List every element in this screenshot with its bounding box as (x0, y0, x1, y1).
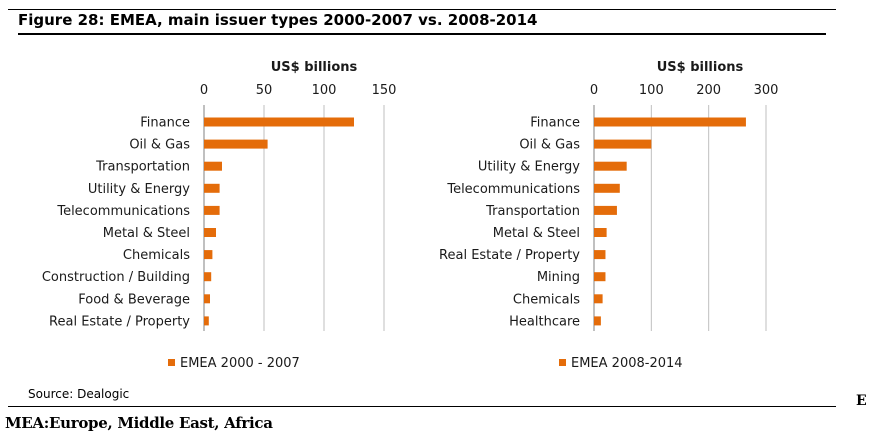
category-label: Food & Beverage (78, 292, 190, 307)
x-tick-label: 100 (312, 83, 337, 98)
title-rule (18, 33, 826, 35)
x-tick-label: 150 (372, 83, 397, 98)
bar (594, 161, 627, 171)
x-tick-label: 300 (754, 83, 779, 98)
category-label: Real Estate / Property (439, 248, 580, 263)
category-label: Telecommunications (56, 204, 190, 219)
category-label: Metal & Steel (103, 226, 190, 241)
x-tick-label: 200 (696, 83, 721, 98)
bar (594, 272, 606, 282)
x-tick-label: 0 (200, 83, 208, 98)
side-letter: E (856, 393, 867, 409)
category-label: Finance (530, 116, 580, 131)
legend-swatch (559, 359, 566, 366)
bar (594, 205, 617, 215)
category-label: Transportation (95, 160, 190, 175)
bar (594, 139, 652, 149)
footnote: MEA:Europe, Middle East, Africa (5, 414, 273, 432)
bar (204, 139, 268, 149)
bar (204, 183, 220, 193)
bar (204, 316, 209, 326)
figure-title: Figure 28: EMEA, main issuer types 2000-… (18, 11, 538, 29)
bar (204, 272, 212, 282)
bar (204, 117, 354, 127)
bar (204, 250, 213, 260)
bar (204, 205, 220, 215)
category-label: Finance (140, 116, 190, 131)
bar (594, 228, 607, 237)
category-label: Telecommunications (446, 182, 580, 197)
x-tick-label: 100 (639, 83, 664, 98)
legend-label: EMEA 2008-2014 (571, 356, 683, 371)
legend-swatch (168, 359, 175, 366)
top-rule (8, 9, 836, 10)
axis-unit-label: US$ billions (271, 60, 358, 75)
category-label: Chemicals (513, 292, 580, 307)
category-label: Transportation (485, 204, 580, 219)
bar (204, 228, 216, 237)
category-label: Oil & Gas (519, 138, 580, 153)
category-label: Real Estate / Property (49, 314, 190, 329)
category-label: Utility & Energy (88, 182, 190, 197)
category-label: Metal & Steel (493, 226, 580, 241)
bottom-rule (8, 406, 836, 407)
bar (594, 183, 620, 193)
category-label: Healthcare (509, 314, 580, 329)
x-tick-label: 0 (590, 83, 598, 98)
bar (594, 316, 601, 326)
bar (204, 161, 222, 171)
axis-unit-label: US$ billions (657, 60, 744, 75)
bar (594, 117, 746, 127)
category-label: Construction / Building (42, 270, 190, 285)
category-label: Mining (537, 270, 580, 285)
category-label: Utility & Energy (478, 160, 580, 175)
category-label: Chemicals (123, 248, 190, 263)
bar (594, 250, 606, 260)
category-label: Oil & Gas (129, 138, 190, 153)
bar (594, 294, 603, 304)
x-tick-label: 50 (256, 83, 273, 98)
source-note: Source: Dealogic (28, 387, 130, 401)
bar (204, 294, 210, 304)
legend-label: EMEA 2000 - 2007 (180, 356, 300, 371)
